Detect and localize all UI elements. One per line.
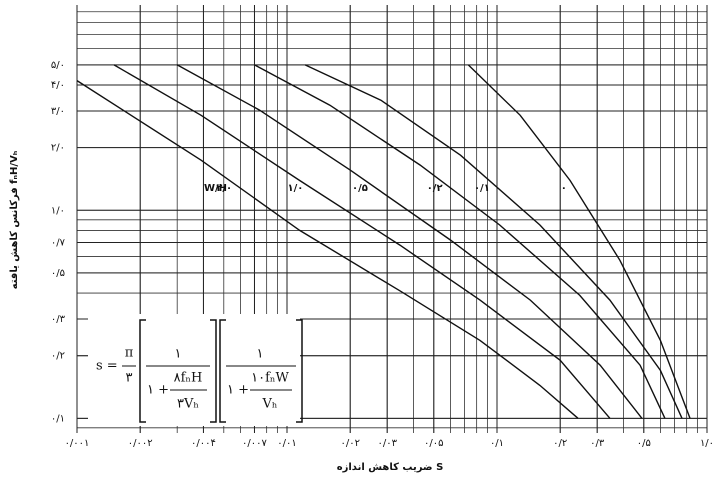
curve: [76, 80, 579, 419]
formula-f2-top: ۱۰fₙW: [251, 371, 289, 386]
curve: [467, 64, 691, 419]
curve-label: ۱/۰: [287, 183, 303, 194]
formula-f1-top: ۸fₙH: [174, 371, 203, 386]
x-tick-label: ۰/۰۱: [277, 438, 296, 449]
formula-box: s = π ۳ ۱ ۱ + ۸fₙH ۳Vₕ ۱ ۱ + ۱۰fₙW Vₕ: [88, 314, 303, 426]
y-tick-label: ۰/۳: [51, 314, 66, 325]
legend-title: W/H: [204, 183, 227, 194]
curve-label: ۲/۰: [216, 183, 232, 194]
curve-label: ۰/۲: [427, 183, 443, 194]
bracket: [219, 319, 303, 423]
x-tick-label: ۰/۰۰۷: [242, 438, 267, 449]
y-tick-label: ۰/۲: [51, 351, 65, 362]
formula-f1-one: ۱ +: [147, 383, 169, 398]
curve: [113, 64, 611, 419]
y-tick-label: ۵/۰: [51, 60, 65, 71]
y-tick-label: ۴/۰: [51, 80, 65, 91]
formula-f2-bottom: Vₕ: [261, 397, 277, 412]
y-tick-label: ۰/۷: [51, 238, 66, 249]
x-tick-label: ۰/۰۲: [340, 438, 359, 449]
x-tick-label: ۰/۵: [637, 438, 651, 449]
y-tick-label: ۲/۰: [51, 143, 65, 154]
x-axis-label: ضریب کاهش اندازه S: [337, 462, 444, 473]
formula-lhs: s =: [96, 359, 118, 374]
x-tick-label: ۰/۰۰۴: [191, 438, 216, 449]
x-tick-label: ۱/۰: [700, 438, 714, 449]
curves: [76, 64, 691, 419]
formula-background: [88, 314, 300, 426]
curve-label: ۰/۵: [352, 183, 368, 194]
y-tick-label: ۱/۰: [51, 205, 65, 216]
formula-pi: π: [125, 346, 134, 361]
x-tick-label: ۰/۰۰۱: [65, 438, 90, 449]
curve-label: ۰/۱: [474, 183, 490, 194]
x-tick-label: ۰/۲: [553, 438, 567, 449]
curve-label: ۰: [561, 183, 567, 194]
x-tick-label: ۰/۰۵: [424, 438, 443, 449]
x-tick-label: ۰/۳: [590, 438, 605, 449]
curve: [254, 64, 666, 419]
x-tick-label: ۰/۰۰۲: [128, 438, 153, 449]
y-tick-label: ۰/۱: [51, 413, 65, 424]
bracket: [139, 319, 217, 423]
curve: [176, 64, 643, 419]
y-axis-label: فرکانس کاهش یافته fₙH/Vₕ: [9, 150, 20, 289]
y-tick-label: ۰/۵: [51, 268, 65, 279]
formula-f2-num: ۱: [257, 347, 264, 362]
formula-f1-bottom: ۳Vₕ: [177, 397, 199, 412]
curve: [304, 64, 683, 419]
formula-three: ۳: [126, 371, 133, 386]
x-tick-label: ۰/۰۳: [377, 438, 397, 449]
formula-f2-one: ۱ +: [227, 383, 249, 398]
x-tick-label: ۰/۱: [490, 438, 504, 449]
formula-f1-num: ۱: [175, 347, 182, 362]
y-tick-label: ۳/۰: [51, 106, 65, 117]
